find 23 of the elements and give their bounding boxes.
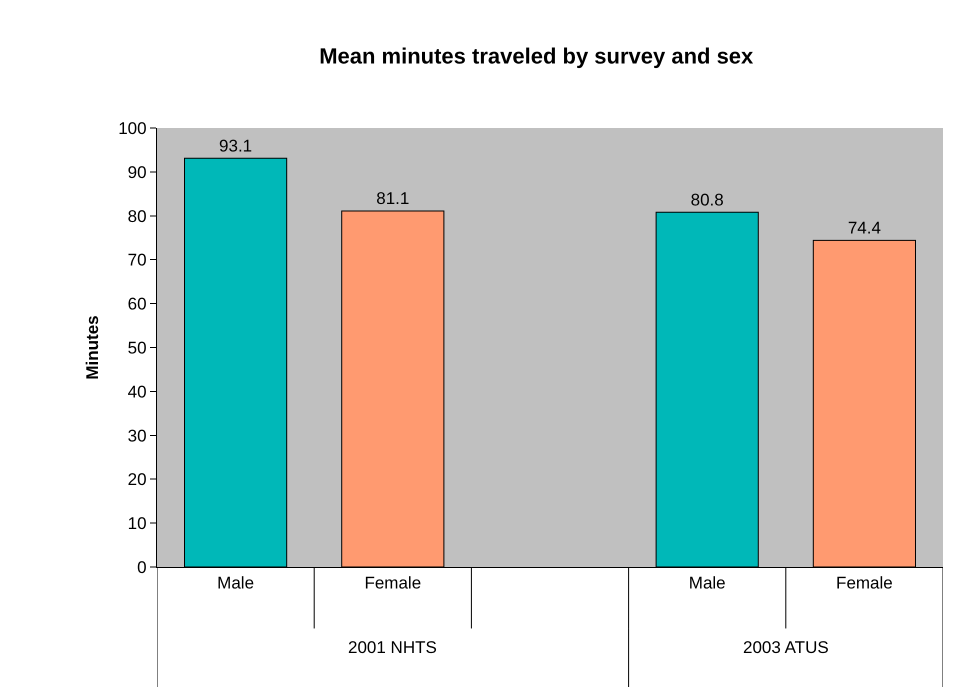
data-label: 74.4: [848, 218, 881, 238]
x-tick-label: Male: [217, 573, 254, 592]
y-tick-label: 60: [128, 294, 147, 314]
text: 2003 ATUS: [743, 638, 829, 657]
y-tick-label: 80: [128, 206, 147, 226]
y-axis-title: Minutes: [82, 315, 102, 380]
y-tick-label: 100: [118, 118, 147, 138]
y-tick-label: 0: [137, 558, 147, 577]
y-tick-label: 10: [128, 514, 147, 534]
y-tick-label: 70: [128, 250, 147, 270]
x-tick-label: Male: [688, 573, 726, 592]
chart-title: Mean minutes traveled by survey and sex: [319, 43, 754, 68]
y-tick-label: 30: [128, 426, 147, 446]
data-label: 81.1: [376, 188, 410, 208]
x-tick-label: Female: [836, 573, 893, 592]
data-label: 80.8: [690, 190, 724, 210]
text: 2001 NHTS: [348, 638, 437, 657]
x-tick-label: Female: [364, 573, 422, 592]
y-tick-label: 20: [128, 470, 147, 490]
y-tick-label: 40: [128, 382, 147, 402]
y-tick-label: 50: [128, 338, 147, 358]
y-tick-label: 90: [128, 162, 147, 182]
data-label: 93.1: [219, 136, 252, 156]
